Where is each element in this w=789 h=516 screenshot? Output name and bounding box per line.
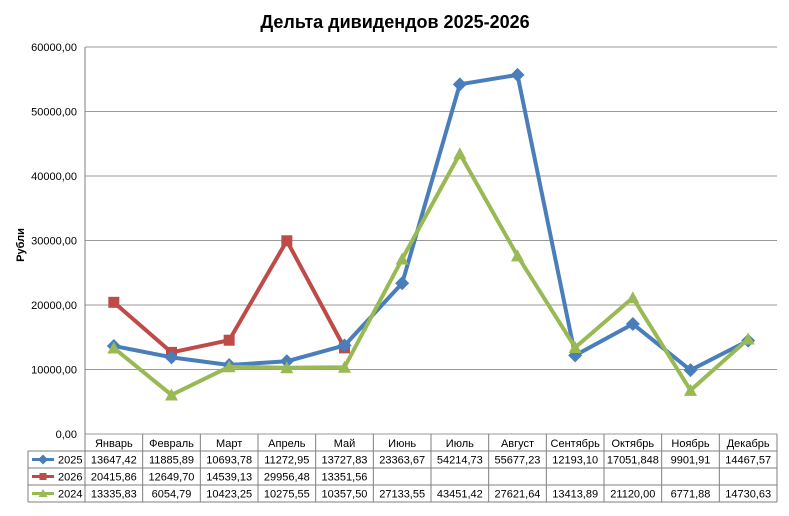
- category-label: Ноябрь: [671, 438, 709, 450]
- legend-label: 2024: [58, 489, 82, 501]
- category-label: Декабрь: [727, 438, 770, 450]
- category-label: Сентябрь: [551, 438, 601, 450]
- table-cell: 13351,56: [322, 472, 368, 484]
- y-tick-label: 20000,00: [31, 300, 77, 312]
- chart-title: Дельта дивидендов 2025-2026: [260, 12, 529, 32]
- data-point: [108, 296, 120, 308]
- data-point: [281, 235, 293, 247]
- table-cell: 29956,48: [264, 472, 310, 484]
- table-cell: 12193,10: [552, 455, 598, 467]
- table-cell: 27621,64: [495, 489, 541, 501]
- table-cell: 43451,42: [437, 489, 483, 501]
- table-cell: 10357,50: [322, 489, 368, 501]
- y-tick-label: 60000,00: [31, 42, 77, 54]
- data-point: [395, 252, 409, 265]
- legend-key-marker: [38, 454, 48, 465]
- data-point: [164, 350, 179, 365]
- data-point: [222, 360, 236, 373]
- data-point: [165, 388, 178, 401]
- data-point: [107, 341, 121, 354]
- category-label: Март: [216, 438, 242, 450]
- table-cell: 11272,95: [264, 455, 309, 467]
- category-label: Июль: [446, 438, 474, 450]
- data-point: [510, 67, 525, 82]
- data-point: [684, 383, 697, 396]
- table-row: 2025 13647,42 11885,89 10693,78 11272,95 1372…: [32, 454, 771, 467]
- table-cell: 20415,86: [91, 472, 137, 484]
- y-tick-label: 10000,00: [31, 365, 77, 377]
- category-label: Май: [334, 438, 356, 450]
- series-2025: [106, 67, 756, 378]
- data-point: [337, 338, 352, 353]
- table-cell: 23363,67: [379, 455, 425, 467]
- table-cell: 13727,83: [322, 455, 368, 467]
- table-cell: 11885,89: [149, 455, 194, 467]
- table-cell: 10693,78: [206, 455, 252, 467]
- table-row: 2026 20415,86 12649,70 14539,13 29956,48 1335…: [32, 472, 367, 484]
- legend-key-marker: [38, 489, 48, 497]
- series-line: [113, 72, 750, 373]
- table-row: 2024 13335,83 6054,79 10423,25 10275,55 10357…: [32, 489, 771, 501]
- table-cell: 27133,55: [379, 489, 425, 501]
- table-cell: 12649,70: [149, 472, 195, 484]
- data-point: [626, 291, 640, 304]
- table-cell: 21120,00: [610, 489, 655, 501]
- legend-key-marker: [39, 473, 47, 480]
- table-cell: 9901,91: [671, 455, 711, 467]
- category-label: Февраль: [149, 438, 194, 450]
- data-point: [568, 340, 582, 353]
- data-point: [683, 363, 698, 378]
- table-cell: 55677,23: [495, 455, 541, 467]
- table-cell: 54214,73: [437, 455, 483, 467]
- data-point: [223, 334, 235, 346]
- y-axis-ticks: 0,00 10000,00 20000,00 30000,00 40000,00 5000…: [31, 42, 77, 441]
- data-point: [338, 360, 351, 373]
- table-cell: 14467,57: [725, 455, 771, 467]
- category-label: Июнь: [388, 438, 416, 450]
- data-point: [280, 361, 294, 374]
- table-cell: 13335,83: [91, 489, 137, 501]
- table-cell: 10423,25: [206, 489, 252, 501]
- data-point: [511, 249, 524, 262]
- y-tick-label: 0,00: [56, 429, 77, 441]
- series-layer: [106, 67, 756, 401]
- gridlines: [84, 46, 777, 435]
- y-tick-label: 30000,00: [31, 236, 77, 248]
- category-label: Октябрь: [612, 438, 655, 450]
- table-cell: 17051,848: [607, 455, 659, 467]
- table-cell: 10275,55: [264, 489, 310, 501]
- table-cell: 13413,89: [552, 489, 598, 501]
- y-axis-label: Рубли: [15, 228, 27, 262]
- table-cell: 6054,79: [152, 489, 192, 501]
- data-table: Январь Февраль Март Апрель Май Июнь Июль Август…: [27, 434, 778, 503]
- data-point: [741, 332, 755, 345]
- table-cell: 14730,63: [725, 489, 771, 501]
- category-label: Апрель: [268, 438, 306, 450]
- data-point: [453, 147, 467, 160]
- table-cell: 6771,88: [671, 489, 711, 501]
- data-point: [625, 317, 640, 332]
- legend-label: 2025: [58, 455, 82, 467]
- series-2026: [108, 235, 350, 358]
- series-2024: [107, 147, 755, 401]
- table-cell: 13647,42: [91, 455, 137, 467]
- series-line: [112, 151, 750, 397]
- y-tick-label: 50000,00: [31, 107, 77, 119]
- data-point: [395, 276, 410, 291]
- data-point: [452, 77, 467, 92]
- category-label: Август: [501, 438, 534, 450]
- table-cell: 14539,13: [206, 472, 252, 484]
- category-label: Январь: [95, 438, 133, 450]
- legend-label: 2026: [58, 472, 82, 484]
- y-tick-label: 40000,00: [31, 171, 77, 183]
